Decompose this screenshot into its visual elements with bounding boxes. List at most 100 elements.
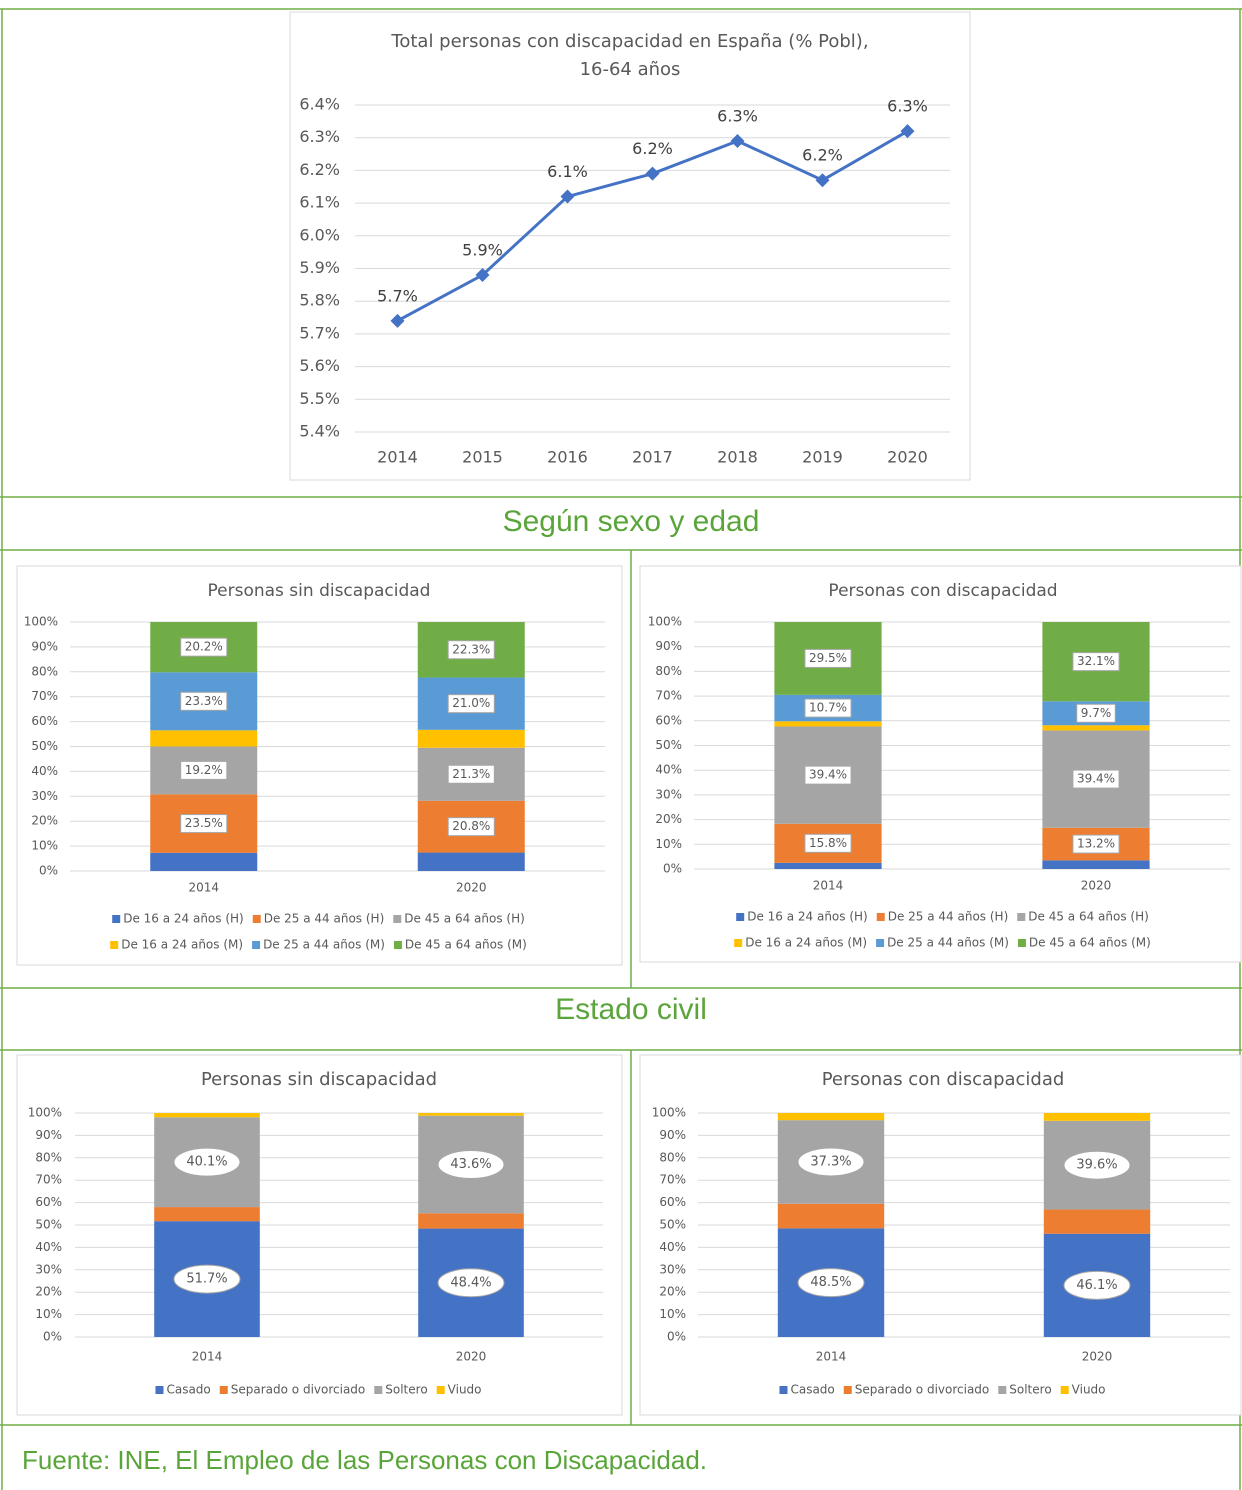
label-bubble — [437, 1150, 505, 1180]
y-tick-label: 60% — [35, 1195, 62, 1209]
label-box — [804, 648, 852, 668]
label-box — [447, 640, 495, 660]
legend-label: De 45 a 64 años (H) — [404, 912, 525, 926]
data-label: 43.6% — [450, 1157, 491, 1172]
chart-title: Total personas con discapacidad en Españ… — [390, 31, 868, 52]
y-tick-label: 40% — [31, 764, 58, 778]
label-bubble — [797, 1268, 865, 1298]
y-tick-label: 80% — [655, 664, 682, 678]
legend-label: Viudo — [448, 1383, 482, 1397]
legend-swatch — [155, 1386, 164, 1394]
x-tick-label: 2014 — [192, 1350, 223, 1364]
bar-segment — [418, 1113, 524, 1116]
x-tick-label: 2014 — [377, 448, 418, 467]
label-box — [180, 637, 228, 657]
legend-swatch — [393, 941, 402, 949]
label-bubble — [797, 1147, 865, 1177]
legend-label: Casado — [790, 1383, 834, 1397]
section-heading: Estado civil — [555, 993, 707, 1026]
label-bubble — [173, 1264, 241, 1294]
x-tick-label: 2015 — [462, 448, 503, 467]
legend-swatch — [252, 915, 261, 923]
label-box — [1072, 834, 1120, 854]
bar-segment — [418, 1213, 524, 1229]
chart-title: Personas con discapacidad — [828, 581, 1057, 601]
y-tick-label: 5.7% — [299, 323, 340, 342]
bar-segment — [417, 729, 525, 748]
x-tick-label: 2016 — [547, 448, 588, 467]
y-tick-label: 20% — [35, 1285, 62, 1299]
label-box — [180, 814, 228, 834]
legend-label: De 25 a 44 años (M) — [263, 938, 385, 952]
marker — [815, 173, 830, 188]
y-tick-label: 70% — [35, 1173, 62, 1187]
y-tick-label: 90% — [659, 1128, 686, 1142]
legend-swatch — [110, 941, 119, 949]
data-label: 5.9% — [462, 241, 503, 260]
legend-label: De 45 a 64 años (M) — [405, 938, 527, 952]
legend-swatch — [252, 941, 261, 949]
y-tick-label: 90% — [31, 639, 58, 653]
legend-swatch — [736, 913, 745, 921]
legend-swatch — [219, 1386, 228, 1394]
data-label: 48.5% — [810, 1275, 851, 1290]
x-tick-label: 2018 — [717, 448, 758, 467]
y-tick-label: 70% — [31, 689, 58, 703]
label-box — [447, 764, 495, 784]
legend-label: De 25 a 44 años (H) — [264, 912, 385, 926]
x-tick-label: 2014 — [816, 1350, 847, 1364]
y-tick-label: 5.5% — [299, 389, 340, 408]
label-bubble — [173, 1147, 241, 1177]
legend-swatch — [876, 939, 885, 947]
y-tick-label: 40% — [655, 763, 682, 777]
label-box — [1076, 703, 1116, 723]
chart-frame — [289, 11, 971, 481]
bar-segment — [1043, 1209, 1151, 1234]
y-tick-label: 0% — [667, 1330, 686, 1344]
data-label: 6.2% — [632, 139, 673, 158]
marker — [730, 133, 745, 148]
x-tick-label: 2020 — [1082, 1350, 1113, 1364]
y-tick-label: 5.8% — [299, 291, 340, 310]
y-tick-label: 6.4% — [299, 95, 340, 114]
legend-label: De 16 a 24 años (M) — [745, 936, 867, 950]
label-box — [447, 817, 495, 837]
bar-segment — [1042, 725, 1150, 731]
data-label: 39.4% — [809, 768, 847, 782]
legend-label: Separado o divorciado — [855, 1383, 990, 1397]
label-box — [180, 691, 228, 711]
data-label: 40.1% — [186, 1155, 227, 1170]
chart-frame — [16, 1054, 623, 1416]
data-label: 20.2% — [185, 640, 223, 654]
y-tick-label: 10% — [31, 839, 58, 853]
data-label: 39.6% — [1076, 1158, 1117, 1173]
y-tick-label: 40% — [35, 1240, 62, 1254]
y-tick-label: 30% — [31, 789, 58, 803]
bar-segment — [774, 862, 882, 869]
y-tick-label: 60% — [31, 714, 58, 728]
legend-swatch — [112, 915, 121, 923]
x-tick-label: 2020 — [1081, 879, 1112, 893]
bar-segment — [777, 1203, 885, 1229]
legend-label: De 25 a 44 años (M) — [887, 936, 1009, 950]
data-label: 19.2% — [185, 763, 223, 777]
y-tick-label: 60% — [655, 713, 682, 727]
legend-label: De 16 a 24 años (M) — [121, 938, 243, 952]
y-tick-label: 70% — [659, 1173, 686, 1187]
marker — [390, 313, 405, 328]
y-tick-label: 90% — [655, 639, 682, 653]
data-label: 9.7% — [1081, 706, 1112, 720]
marker — [560, 189, 575, 204]
legend-label: De 16 a 24 años (H) — [123, 912, 244, 926]
y-tick-label: 60% — [659, 1195, 686, 1209]
y-tick-label: 20% — [659, 1285, 686, 1299]
label-box — [180, 760, 228, 780]
y-tick-label: 6.2% — [299, 160, 340, 179]
y-tick-label: 6.1% — [299, 193, 340, 212]
legend-label: Soltero — [1009, 1383, 1051, 1397]
chart-title: Personas con discapacidad — [822, 1069, 1065, 1090]
y-tick-label: 40% — [659, 1240, 686, 1254]
data-label: 6.1% — [547, 162, 588, 181]
data-label: 10.7% — [809, 701, 847, 715]
